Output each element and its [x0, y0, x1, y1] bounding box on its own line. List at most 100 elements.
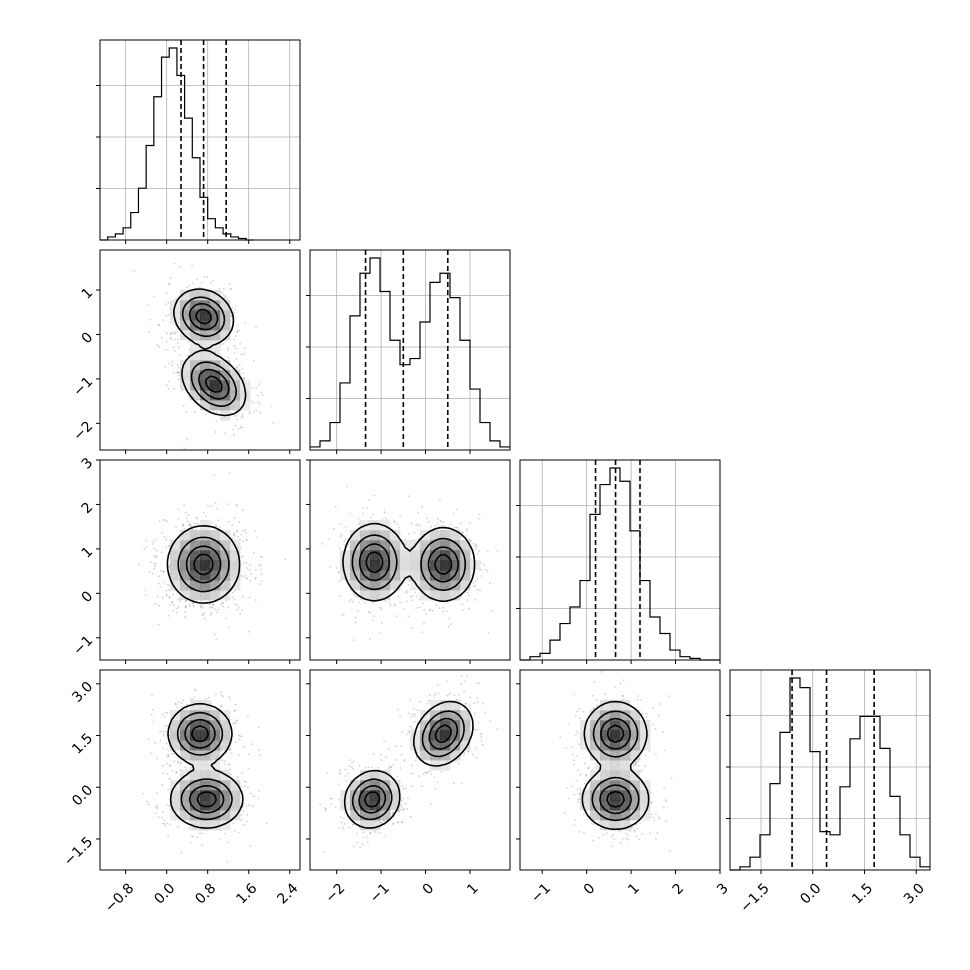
scatter-point [214, 633, 216, 636]
scatter-point [176, 364, 179, 366]
scatter-point [217, 519, 220, 521]
scatter-point [430, 525, 432, 528]
scatter-point [348, 600, 351, 603]
scatter-point [159, 730, 162, 733]
density-cell [420, 730, 431, 741]
scatter-point [167, 388, 170, 390]
scatter-point [185, 600, 188, 603]
density-cell [370, 540, 381, 551]
contour-level-1 [177, 536, 230, 593]
scatter-point [426, 517, 429, 520]
scatter-point [400, 753, 403, 756]
scatter-point [233, 433, 235, 436]
scatter-point [339, 535, 342, 538]
scatter-point [404, 787, 407, 790]
scatter-point [374, 831, 377, 833]
scatter-point [159, 569, 162, 572]
scatter-point [224, 294, 227, 297]
scatter-point [258, 790, 261, 792]
density-cell [170, 540, 181, 551]
density-cell [220, 570, 231, 581]
scatter-point [177, 761, 180, 763]
scatter-point [141, 792, 144, 795]
scatter-point [401, 800, 403, 802]
contour-level-1 [351, 710, 465, 821]
scatter-point [379, 632, 382, 634]
density-cell [210, 800, 221, 811]
scatter-point [408, 731, 411, 734]
scatter-point [233, 598, 236, 601]
scatter-point [401, 731, 403, 734]
scatter-point [191, 698, 194, 701]
density-cell [200, 310, 211, 321]
scatter-point [259, 564, 262, 567]
density-cell [180, 750, 191, 761]
density-cell [390, 580, 401, 591]
scatter-point [242, 745, 245, 748]
scatter-point [165, 742, 168, 745]
scatter-point [194, 689, 196, 692]
density-cell [180, 370, 191, 381]
scatter-point [466, 599, 468, 601]
scatter-point [248, 596, 251, 599]
scatter-point [329, 797, 332, 800]
density-cell [190, 550, 201, 561]
scatter-point [228, 283, 231, 286]
density-cell [380, 810, 391, 821]
scatter-point [244, 574, 247, 577]
density-cell [220, 540, 231, 551]
scatter-point [172, 604, 175, 607]
density-cell [370, 770, 381, 781]
scatter-point [146, 801, 149, 803]
scatter-point [244, 322, 247, 324]
scatter-point [233, 603, 236, 605]
scatter-point [238, 364, 241, 367]
scatter-point [252, 401, 255, 404]
scatter-point [406, 590, 408, 592]
density-cell [360, 780, 371, 791]
scatter-point [194, 688, 197, 691]
density-cell [360, 580, 371, 591]
density-cell [170, 560, 181, 571]
scatter-point [230, 287, 233, 290]
scatter-point [156, 344, 159, 347]
scatter-point [478, 682, 480, 685]
scatter-point [260, 573, 263, 576]
density-cell [190, 720, 201, 731]
scatter-point [169, 764, 171, 767]
scatter-point [371, 602, 374, 604]
scatter-point [152, 547, 155, 550]
scatter-point [491, 609, 494, 612]
scatter-point [157, 623, 160, 626]
density-cell [200, 720, 211, 731]
density-contours [173, 288, 247, 417]
scatter-point [233, 308, 236, 311]
scatter-point [172, 321, 175, 324]
density-cell [220, 330, 231, 341]
density-cell [360, 540, 371, 551]
density-cell [230, 560, 241, 571]
scatter-point [167, 583, 170, 586]
scatter-point [369, 832, 372, 835]
scatter-point [177, 321, 180, 324]
scatter-point [171, 752, 174, 755]
scatter-point [223, 760, 226, 763]
scatter-point [472, 753, 474, 756]
scatter-point [480, 732, 483, 735]
scatter-point [166, 748, 169, 751]
scatter-point [243, 780, 246, 782]
scatter-point [415, 595, 418, 597]
scatter-point [408, 532, 410, 535]
density-cell [170, 730, 181, 741]
scatter-point [393, 521, 395, 523]
density-cell [190, 360, 201, 371]
density-cell [360, 810, 371, 821]
density-cell [170, 550, 181, 561]
scatter-point [245, 532, 247, 534]
scatter-point [436, 522, 439, 525]
scatter-point [237, 324, 239, 326]
density-cell [210, 540, 221, 551]
scatter-point [247, 767, 250, 770]
density-cell [350, 790, 361, 801]
scatter-point [155, 556, 157, 558]
